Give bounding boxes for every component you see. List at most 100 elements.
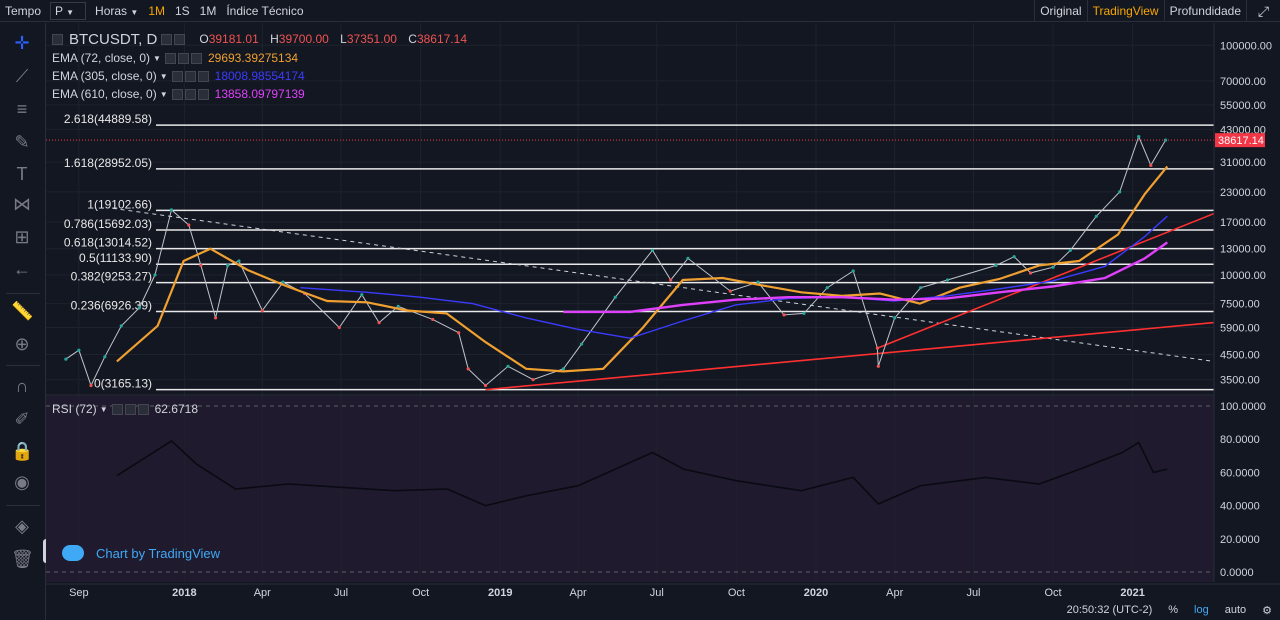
ema610-value: 13858.09797139 [214,87,305,101]
y-tick-label: 7500.00 [1220,299,1260,311]
interval-1s-button[interactable]: 1S [174,3,190,18]
rsi-legend[interactable]: RSI (72) ▼ 62.6718 [52,401,198,417]
chevron-down-icon: ▼ [66,7,75,17]
price-point [1094,214,1098,218]
fib-level-label: 2.618(44889.58) [64,112,152,126]
y-tick-label: 5900.00 [1220,323,1260,335]
interval-1m-button[interactable]: 1M [148,3,165,18]
chevron-down-icon[interactable]: ▼ [99,404,108,414]
tradingview-watermark[interactable]: Chart by TradingView [62,545,220,561]
gear-icon[interactable] [174,33,186,45]
trendline-icon[interactable]: ⟋ [15,66,29,86]
price-point [103,355,107,359]
fullscreen-icon[interactable]: ⤢ [1246,0,1280,22]
brush-icon[interactable]: ✎ [14,132,30,152]
layers-icon[interactable]: ◈ [15,516,29,536]
lock-drawing-icon[interactable]: ✐ [14,409,30,429]
ema305-legend[interactable]: EMA (305, close, 0) ▼ 18008.98554174 [52,68,305,84]
price-point [213,316,218,320]
ema610-legend[interactable]: EMA (610, close, 0) ▼ 13858.09797139 [52,86,305,102]
lock-icon[interactable]: 🔒 [11,441,34,461]
interval-select[interactable]: Horas ▼ [95,3,139,18]
price-point [199,263,203,268]
chevron-down-icon[interactable]: ▼ [159,71,168,81]
rsi-y-tick-label: 100.0000 [1220,401,1266,413]
toolbar-divider [6,505,40,506]
chevron-down-icon[interactable]: ▼ [159,89,168,99]
crosshair-icon[interactable]: ✛ [14,33,30,53]
price-point [851,269,855,273]
x-tick-label: Oct [412,587,429,599]
chevron-down-icon[interactable]: ▼ [153,53,161,63]
symbol-legend: BTCUSDT, D O39181.01 H39700.00 L37351.00… [52,31,467,48]
ema610-label: EMA (610, close, 0) [52,87,157,101]
eye-icon[interactable] [111,403,123,415]
fib-level-label: 0.236(6926.39) [71,299,152,313]
eye-icon[interactable] [171,88,183,100]
ohlc-values: O39181.01 H39700.00 L37351.00 C38617.14 [191,32,467,46]
price-point [483,383,488,388]
view-original-button[interactable]: Original [1034,0,1086,22]
price-point [77,348,81,352]
eye-icon[interactable] [171,70,183,82]
price-point [64,357,68,361]
auto-button[interactable]: auto [1224,604,1247,616]
price-point [119,324,123,328]
y-tick-label: 13000.00 [1220,244,1266,256]
eye-icon[interactable] [164,52,176,64]
text-icon[interactable]: T [16,164,28,184]
settings-icon[interactable] [161,33,173,45]
price-point [377,320,381,325]
gear-icon[interactable] [184,88,196,100]
y-tick-label: 31000.00 [1220,157,1266,169]
indicators-button[interactable]: Índice Técnico [226,3,304,18]
low-value: 37351.00 [346,32,397,46]
ema-line-1 [116,165,1169,373]
price-point [187,223,191,227]
magnet-icon[interactable]: ∩ [15,376,29,396]
price-point [919,286,923,290]
eye-icon[interactable]: ◉ [14,472,30,492]
price-point [686,256,690,261]
fib-level-label: 1(19102.66) [87,197,152,211]
fib-icon[interactable]: ≡ [16,99,28,119]
symbol-select[interactable]: P ▼ [50,1,87,20]
gear-icon[interactable]: ⚙ [1262,604,1272,617]
ema72-legend[interactable]: EMA (72, close, 0) ▼ 29693.39275134 [52,50,298,66]
close-icon[interactable] [190,52,202,64]
ruler-icon[interactable]: 📏 [11,301,34,321]
rsi-y-tick-label: 40.0000 [1220,501,1260,513]
view-tradingview-button[interactable]: TradingView [1086,0,1164,22]
tempo-label: Tempo [5,3,42,18]
trash-icon[interactable]: 🗑 [11,549,34,569]
close-icon[interactable] [137,403,149,415]
gear-icon[interactable] [184,70,196,82]
price-point [728,289,732,293]
zoom-icon[interactable]: ⊕ [14,334,30,354]
rsi-pane-background [46,396,1214,582]
price-point [506,364,510,368]
view-depth-button[interactable]: Profundidade [1163,0,1246,22]
x-tick-label: Sep [69,587,89,599]
close-icon[interactable] [197,88,209,100]
price-point [226,263,230,268]
price-point [561,367,565,371]
gear-icon[interactable] [124,403,136,415]
interval-1mo-button[interactable]: 1M [199,3,217,18]
back-arrow-icon[interactable]: ← [13,259,31,279]
y-tick-label: 10000.00 [1220,270,1266,282]
price-point [825,286,829,290]
percent-button[interactable]: % [1168,604,1179,616]
y-tick-label: 3500.00 [1220,375,1260,387]
y-tick-label: 55000.00 [1220,100,1266,112]
prediction-icon[interactable]: ⊞ [14,227,30,247]
close-icon[interactable] [197,70,209,82]
collapse-icon[interactable] [52,33,63,45]
log-button[interactable]: log [1194,604,1209,616]
x-tick-label: 2019 [488,587,512,599]
gear-icon[interactable] [177,52,189,64]
pattern-icon[interactable]: ⋈ [13,194,31,214]
price-point [876,364,880,368]
price-point [1137,135,1141,139]
